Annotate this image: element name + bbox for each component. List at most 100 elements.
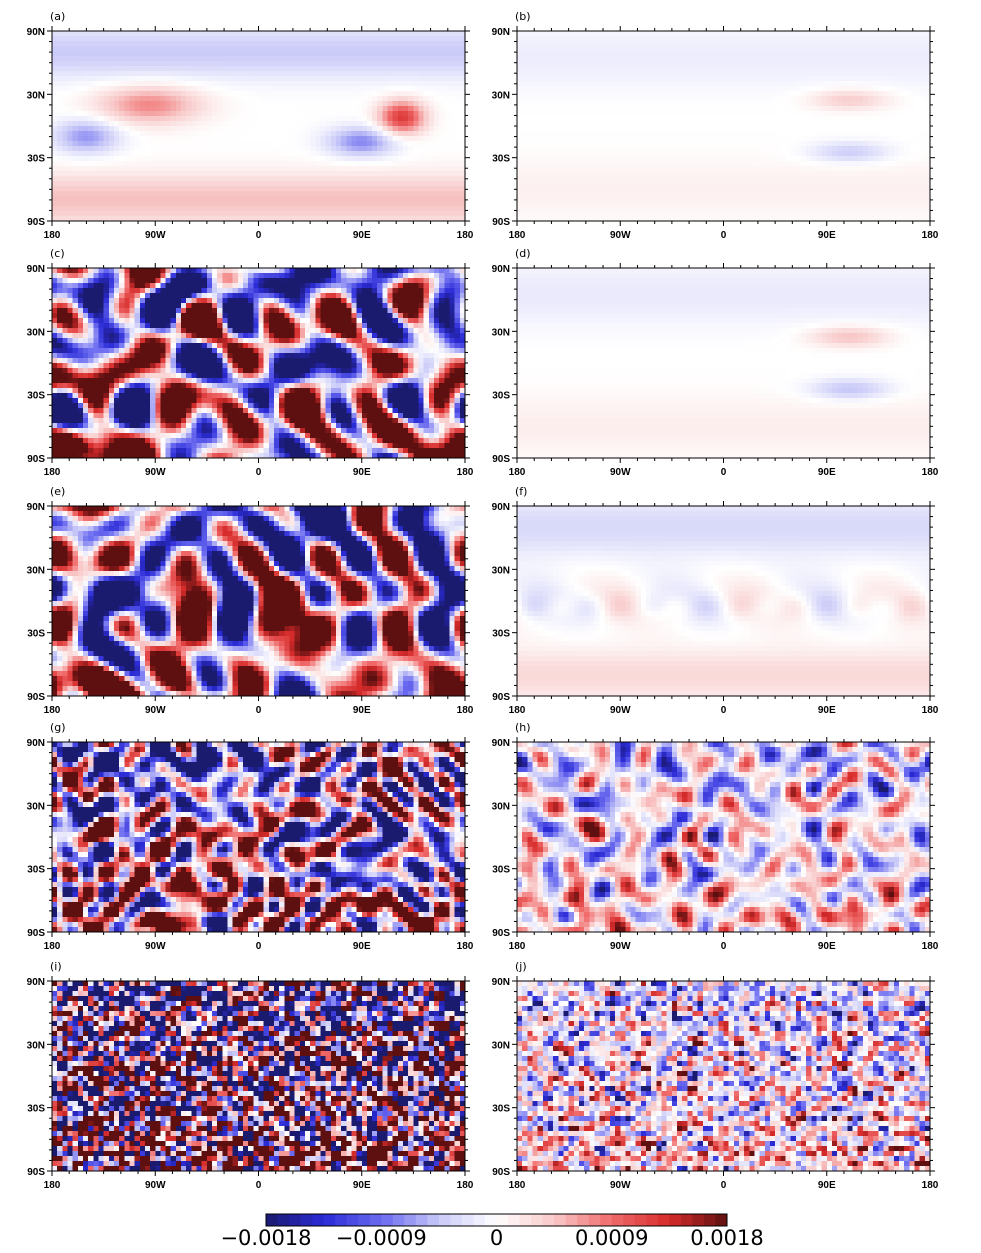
x-tick-label: 180 (509, 705, 526, 716)
y-tick-label: 30S (27, 629, 45, 640)
x-tick-label: 90W (145, 1180, 166, 1191)
map-panel-h: (h) 180 90W 0 90E 180 90N 30N 30S 90S (492, 721, 939, 952)
field-cells-i (52, 981, 466, 1172)
colorbar-label: 0.0018 (690, 1226, 763, 1250)
x-tick-label: 0 (721, 467, 727, 478)
colorbar-swatch (646, 1214, 659, 1226)
colorbar-swatch (312, 1214, 325, 1226)
x-tick-label: 0 (256, 230, 262, 241)
colorbar-swatch (450, 1214, 463, 1226)
x-tick-label: 180 (922, 941, 939, 952)
y-tick-label: 90S (27, 1167, 45, 1178)
x-tick-label: 90E (818, 1180, 836, 1191)
field-cells-c (52, 268, 466, 459)
x-tick-label: 90W (610, 230, 631, 241)
x-tick-label: 180 (509, 467, 526, 478)
colorbar-swatch (427, 1214, 440, 1226)
colorbar-label: −0.0018 (220, 1226, 311, 1250)
x-tick-label: 0 (256, 1180, 262, 1191)
y-tick-label: 30S (27, 1104, 45, 1115)
x-tick-label: 0 (721, 230, 727, 241)
y-tick-label: 90N (492, 502, 510, 513)
colorbar-label: 0.0009 (575, 1226, 648, 1250)
y-tick-label: 90S (27, 217, 45, 228)
colorbar-swatch (404, 1214, 417, 1226)
colorbar-swatch (692, 1214, 705, 1226)
x-tick-label: 90W (610, 1180, 631, 1191)
y-tick-label: 90S (27, 928, 45, 939)
x-tick-label: 90W (145, 941, 166, 952)
colorbar-swatch (623, 1214, 636, 1226)
colorbar-swatch (600, 1214, 613, 1226)
y-tick-label: 30S (492, 629, 510, 640)
x-tick-label: 90W (145, 705, 166, 716)
field-cells-g (52, 742, 466, 933)
x-tick-label: 180 (509, 941, 526, 952)
colorbar-swatch (680, 1214, 693, 1226)
field-cells-a (52, 31, 466, 222)
field-cells-d (517, 268, 931, 459)
x-tick-label: 0 (721, 941, 727, 952)
x-tick-label: 90E (818, 467, 836, 478)
colorbar-swatch (415, 1214, 428, 1226)
x-tick-label: 180 (922, 705, 939, 716)
y-tick-label: 90N (492, 264, 510, 275)
colorbar-swatch (461, 1214, 474, 1226)
panel-label-f: (f) (515, 485, 527, 498)
panel-label-d: (d) (515, 247, 531, 260)
y-tick-label: 30N (492, 801, 510, 812)
colorbar-swatch (669, 1214, 682, 1226)
x-tick-label: 180 (509, 1180, 526, 1191)
map-panel-f: (f) 180 90W 0 90E 180 90N 30N 30S 90S (492, 485, 939, 716)
y-tick-label: 90S (492, 1167, 510, 1178)
x-tick-label: 90E (353, 1180, 371, 1191)
map-panel-g: (g) 180 90W 0 90E 180 90N 30N 30S 90S (27, 721, 474, 952)
colorbar-swatch (565, 1214, 578, 1226)
y-tick-label: 30S (492, 1104, 510, 1115)
x-tick-label: 90E (818, 230, 836, 241)
y-tick-label: 90N (27, 264, 45, 275)
y-tick-label: 90N (492, 27, 510, 38)
x-tick-label: 180 (44, 230, 61, 241)
panel-label-g: (g) (50, 721, 66, 734)
y-tick-label: 90N (27, 502, 45, 513)
x-tick-label: 180 (44, 467, 61, 478)
y-tick-label: 90S (492, 692, 510, 703)
panel-label-i: (i) (50, 960, 62, 973)
field-cells-h (517, 742, 931, 933)
x-tick-label: 180 (44, 1180, 61, 1191)
x-tick-label: 90W (145, 467, 166, 478)
x-tick-label: 90E (818, 941, 836, 952)
map-panel-i: (i) 180 90W 0 90E 180 90N 30N 30S 90S (27, 960, 474, 1191)
colorbar-swatch (266, 1214, 279, 1226)
x-tick-label: 90W (610, 941, 631, 952)
map-panel-a: (a) 180 90W 0 90E 180 90N 30N 30S 90S (27, 10, 474, 241)
panel-label-a: (a) (50, 10, 65, 23)
field-cells-f (517, 506, 931, 697)
map-panel-d: (d) 180 90W 0 90E 180 90N 30N 30S 90S (492, 247, 939, 478)
y-tick-label: 30N (492, 327, 510, 338)
colorbar-swatch (703, 1214, 716, 1226)
x-tick-label: 90E (353, 467, 371, 478)
x-tick-label: 0 (721, 705, 727, 716)
panel-label-h: (h) (515, 721, 531, 734)
y-tick-label: 90S (492, 454, 510, 465)
panel-label-e: (e) (50, 485, 65, 498)
colorbar-swatch (392, 1214, 405, 1226)
x-tick-label: 180 (44, 705, 61, 716)
y-tick-label: 90N (492, 738, 510, 749)
x-tick-label: 180 (922, 467, 939, 478)
colorbar-swatch (358, 1214, 371, 1226)
y-tick-label: 30S (492, 865, 510, 876)
x-tick-label: 180 (457, 705, 474, 716)
x-tick-label: 90E (353, 941, 371, 952)
x-tick-label: 180 (457, 941, 474, 952)
colorbar: −0.0018 −0.0009 0 0.0009 0.0018 (220, 1213, 764, 1250)
colorbar-swatch (277, 1214, 290, 1226)
y-tick-label: 90N (27, 27, 45, 38)
map-panel-e: (e) 180 90W 0 90E 180 90N 30N 30S 90S (27, 485, 474, 716)
y-tick-label: 90S (492, 928, 510, 939)
colorbar-swatch (611, 1214, 624, 1226)
colorbar-swatch (438, 1214, 451, 1226)
